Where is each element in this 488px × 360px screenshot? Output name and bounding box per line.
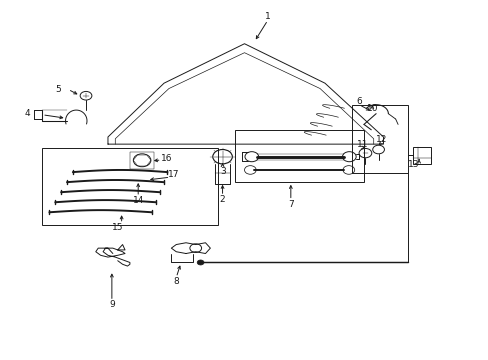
Text: 8: 8	[173, 276, 179, 285]
Bar	[412, 147, 430, 164]
Text: 12: 12	[376, 135, 387, 144]
Bar	[351, 105, 407, 173]
Bar	[130, 152, 154, 169]
Text: 3: 3	[220, 167, 226, 176]
Circle shape	[197, 260, 203, 265]
Text: 2: 2	[219, 195, 225, 204]
Text: 14: 14	[132, 196, 143, 205]
Text: 16: 16	[161, 154, 172, 163]
Text: 4: 4	[25, 109, 30, 118]
Text: 15: 15	[112, 223, 123, 232]
Bar	[42, 148, 217, 225]
Text: 11: 11	[356, 140, 367, 149]
Text: 7: 7	[287, 199, 293, 208]
Text: 9: 9	[109, 300, 115, 309]
Bar	[234, 130, 363, 182]
Text: 13: 13	[407, 160, 419, 169]
Text: 10: 10	[366, 104, 377, 113]
Text: 17: 17	[168, 170, 179, 179]
Text: 1: 1	[264, 12, 270, 21]
Text: 6: 6	[355, 97, 361, 106]
Text: 5: 5	[55, 85, 61, 94]
